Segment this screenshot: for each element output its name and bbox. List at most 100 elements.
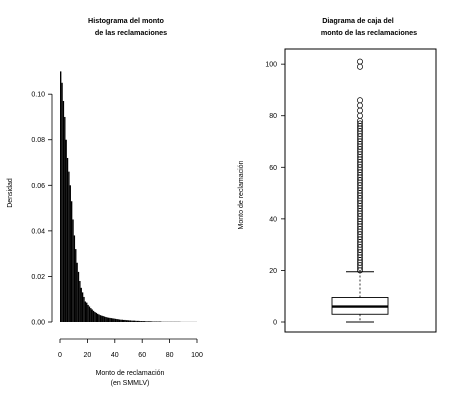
hist-bar xyxy=(116,319,118,322)
hist-bar xyxy=(132,320,134,322)
hist-bar xyxy=(98,314,100,322)
hist-bar xyxy=(112,318,114,322)
box-title-line-1: Diagrama de caja del xyxy=(322,16,394,25)
hist-bar xyxy=(99,315,102,322)
hist-y-tick-label: 0.02 xyxy=(31,274,45,281)
box-outlier-point xyxy=(357,107,363,114)
hist-bar xyxy=(88,306,91,322)
hist-x-tick-label: 100 xyxy=(191,352,203,359)
hist-bar xyxy=(66,157,69,322)
hist-bar xyxy=(120,319,122,322)
box-outlier-point xyxy=(357,120,363,127)
hist-bar xyxy=(149,321,151,322)
hist-bar xyxy=(61,82,63,322)
hist-bar xyxy=(101,315,103,322)
hist-bar xyxy=(129,320,132,322)
hist-bar xyxy=(68,171,70,322)
hist-bar xyxy=(117,319,119,322)
hist-bar xyxy=(138,320,140,322)
hist-bar xyxy=(72,219,74,322)
box-outlier-point xyxy=(357,102,363,109)
hist-bar xyxy=(125,320,128,322)
hist-bar xyxy=(140,321,143,322)
hist-bar xyxy=(114,318,117,322)
hist-bar xyxy=(113,318,115,322)
hist-y-tick-label: 0.10 xyxy=(31,92,45,99)
hist-bar xyxy=(90,308,92,322)
hist-bar xyxy=(83,296,85,322)
hist-bar xyxy=(106,317,108,322)
box-y-axis: 0 20 40 60 80 100 xyxy=(265,62,285,327)
box-outlier-point xyxy=(357,97,363,104)
hist-bar xyxy=(107,317,110,322)
hist-bar xyxy=(142,321,144,322)
box-elements xyxy=(331,58,389,323)
hist-bar xyxy=(123,319,125,322)
hist-bar xyxy=(86,302,88,322)
hist-y-axis: 0.00 0.02 0.04 0.06 0.08 0.10 xyxy=(31,92,53,327)
hist-bar xyxy=(118,319,121,322)
hist-bar xyxy=(91,309,93,322)
hist-bar xyxy=(94,311,96,322)
boxplot-panel: Diagrama de caja del monto de las reclam… xyxy=(238,16,437,333)
box-y-tick-label: 80 xyxy=(269,113,277,120)
hist-x-tick-label: 40 xyxy=(111,352,119,359)
hist-bar xyxy=(87,304,89,322)
hist-y-tick-label: 0.00 xyxy=(31,320,45,327)
hist-x-axis-label-line-2: (en SMMLV) xyxy=(111,380,150,387)
hist-y-tick-label: 0.08 xyxy=(31,137,45,144)
hist-bar xyxy=(77,271,80,322)
hist-bar xyxy=(105,316,107,322)
hist-bar xyxy=(147,321,150,322)
histogram-panel: Histograma del monto de las reclamacione… xyxy=(7,16,203,387)
box-y-tick-label: 100 xyxy=(265,62,277,69)
hist-bar xyxy=(84,301,87,322)
box-y-tick-label: 20 xyxy=(269,268,277,275)
hist-bar xyxy=(127,320,129,322)
hist-bar xyxy=(124,319,126,322)
hist-bar xyxy=(64,116,66,323)
hist-bar xyxy=(76,262,78,322)
hist-bar xyxy=(92,310,95,322)
hist-bar xyxy=(62,101,65,322)
hist-bar xyxy=(70,201,73,322)
hist-bar xyxy=(79,280,81,322)
box-y-axis-label: Monto de reclamación xyxy=(238,160,245,229)
box-title-line-2: monto de las reclamaciones xyxy=(321,28,417,37)
hist-title-line-1: Histograma del monto xyxy=(88,16,164,25)
hist-bar xyxy=(109,317,111,322)
hist-x-tick-label: 20 xyxy=(84,352,92,359)
hist-bar xyxy=(69,185,71,322)
hist-bar xyxy=(102,316,104,322)
hist-bar xyxy=(143,321,145,322)
hist-x-axis: 0 20 40 60 80 100 xyxy=(58,338,203,359)
hist-y-axis-label: Densidad xyxy=(7,178,14,208)
hist-bar xyxy=(80,287,82,322)
hist-y-tick-label: 0.04 xyxy=(31,228,45,235)
hist-bar xyxy=(146,321,148,322)
box-y-tick-label: 40 xyxy=(269,216,277,223)
hist-y-tick-label: 0.06 xyxy=(31,183,45,190)
hist-bar xyxy=(139,321,141,322)
box-outlier-point xyxy=(357,63,363,70)
hist-title-line-2: de las reclamaciones xyxy=(95,28,167,37)
hist-bar xyxy=(81,292,84,322)
box-y-tick-label: 60 xyxy=(269,165,277,172)
hist-bar xyxy=(131,320,133,322)
hist-bar xyxy=(110,318,113,322)
box-outlier-point xyxy=(357,58,363,65)
hist-bar xyxy=(95,312,97,322)
hist-bar xyxy=(121,319,124,322)
hist-x-tick-label: 0 xyxy=(58,352,62,359)
hist-bar xyxy=(60,71,62,322)
hist-x-tick-label: 60 xyxy=(138,352,146,359)
hist-bar xyxy=(144,321,147,322)
hist-x-axis-label-line-1: Monto de reclamación xyxy=(96,370,165,377)
box-outlier-point xyxy=(357,112,363,119)
box-plot-frame xyxy=(284,48,437,333)
hist-bar xyxy=(96,313,99,322)
hist-bars xyxy=(60,71,197,323)
hist-bar xyxy=(65,139,67,322)
box-y-tick-label: 0 xyxy=(273,320,277,327)
